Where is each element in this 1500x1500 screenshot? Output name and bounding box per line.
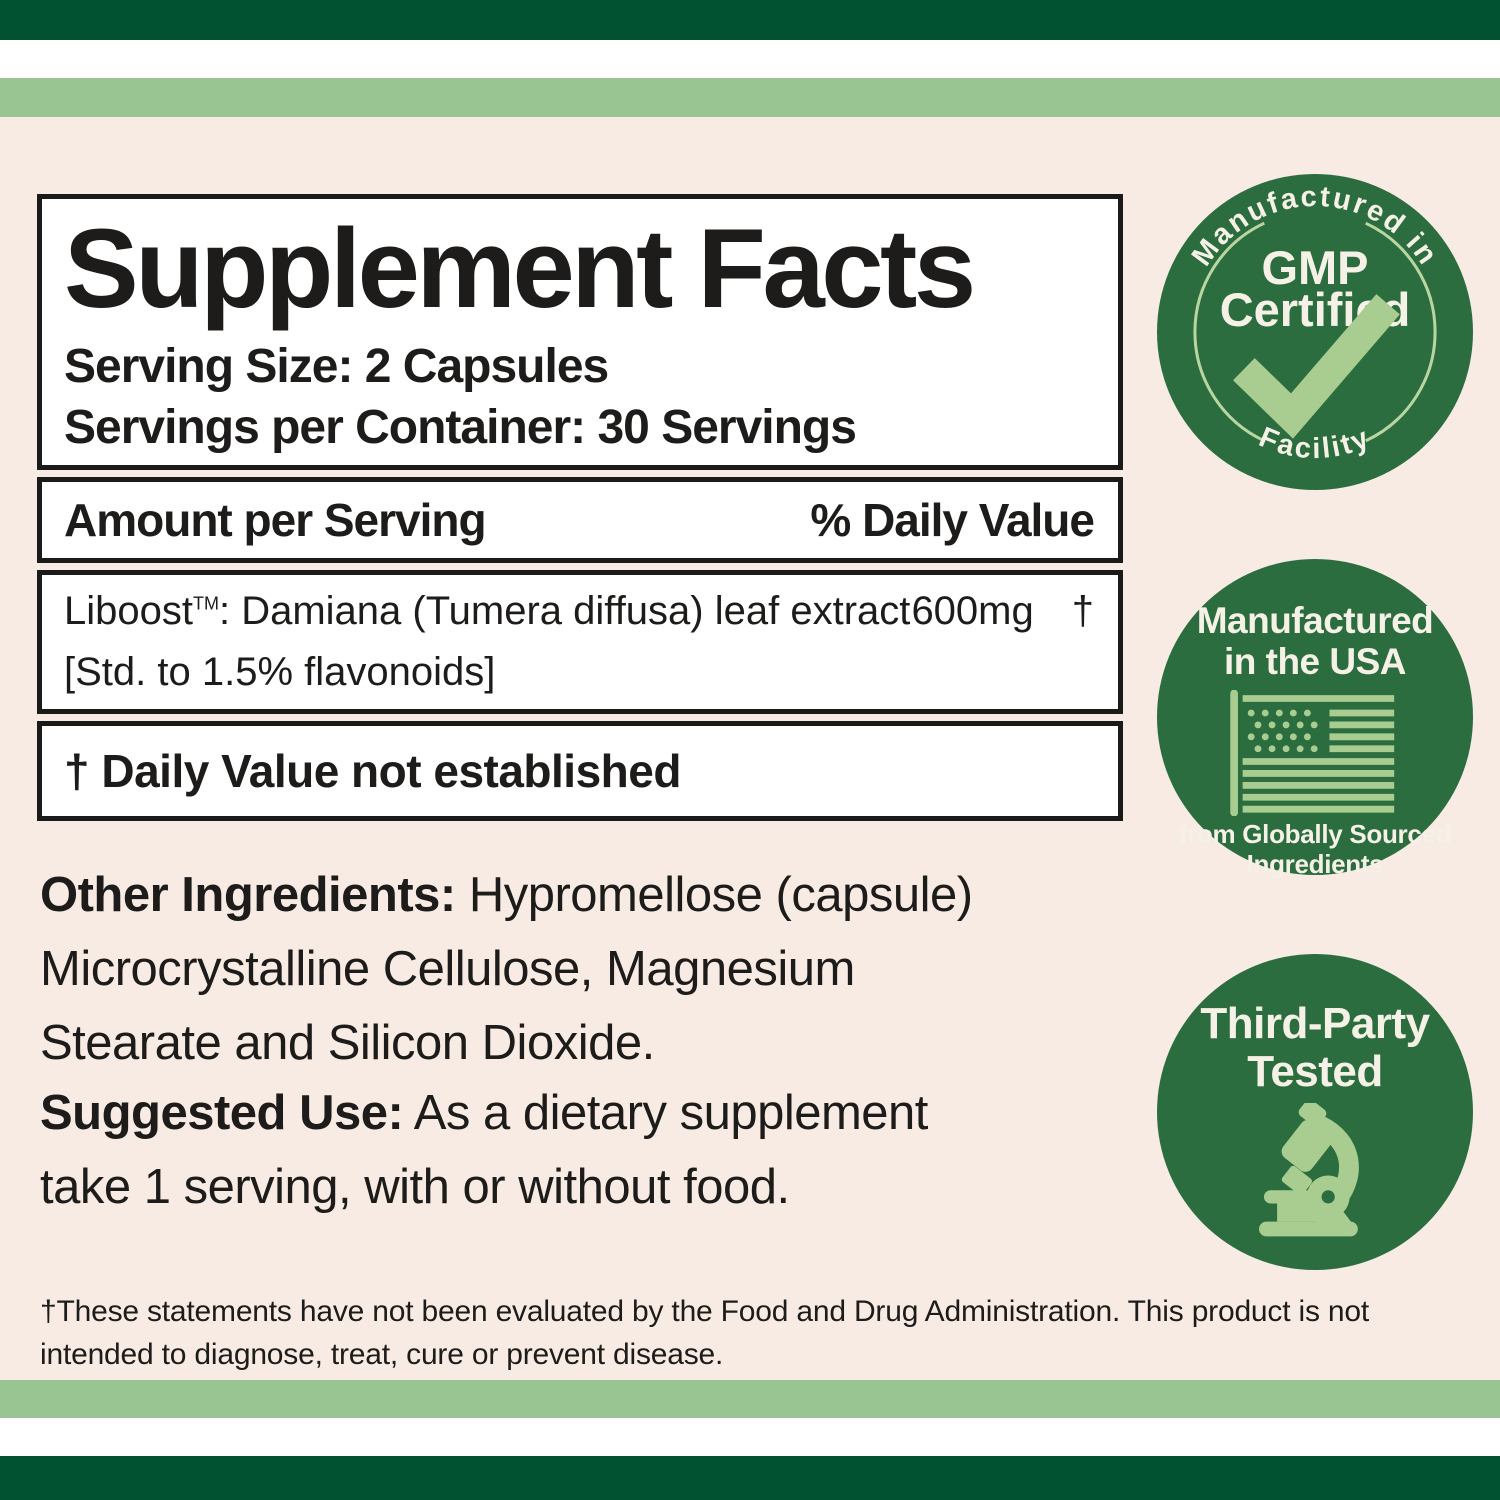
left-arc-line (1193, 221, 1265, 443)
gmp-badge-graphic: Manufactured in Facility GMP Certified (1186, 181, 1442, 466)
usa-badge-sub-line2: Ingredients (1246, 849, 1384, 880)
serving-size: Serving Size: 2 Capsules (64, 340, 609, 394)
check-icon (1233, 294, 1400, 439)
usa-badge-sub-line1: from Globally Sourced (1178, 819, 1452, 850)
usa-badge-title-line1: Manufactured (1196, 600, 1434, 641)
top-white-bar (0, 40, 1500, 78)
top-light-green-bar (0, 78, 1500, 117)
servings-per-container: Servings per Container: 30 Servings (64, 401, 857, 455)
suggested-use-label: Suggested Use: (40, 1086, 404, 1140)
amount-per-serving-header: Amount per Serving (64, 494, 487, 546)
daily-value-header: % Daily Value (810, 494, 1095, 546)
panel-header-box: Supplement Facts Serving Size: 2 Capsule… (37, 194, 1123, 470)
other-ingredients-label: Other Ingredients: (40, 868, 456, 922)
gmp-certified-badge: Manufactured in Facility GMP Certified (1157, 174, 1473, 490)
fda-disclaimer: †These statements have not been evaluate… (40, 1295, 1369, 1371)
usa-badge-title-line2: in the USA (1223, 640, 1407, 682)
top-dark-green-bar (0, 0, 1500, 40)
right-arc-line (1365, 221, 1437, 443)
ingredient-amount: 600mg (911, 589, 1034, 633)
third-party-tested-badge: Third-Party Tested (1157, 954, 1473, 1270)
svg-text:Facility: Facility (1254, 421, 1375, 465)
microscope-icon (1259, 1099, 1359, 1237)
footnote-box: † Daily Value not established (37, 721, 1123, 821)
supplement-facts-panel: Supplement Facts Serving Size: 2 Capsule… (37, 194, 1123, 821)
panel-title: Supplement Facts (64, 206, 976, 331)
bottom-dark-green-bar (0, 1456, 1500, 1500)
bottom-white-bar (0, 1418, 1500, 1456)
tested-badge-title-line1: Third-Party (1200, 999, 1430, 1048)
daily-value-footnote: † Daily Value not established (64, 745, 681, 797)
bottom-light-green-bar (0, 1380, 1500, 1418)
ingredient-name: LiboostTM: Damiana (Tumera diffusa) leaf… (64, 589, 911, 633)
ingredient-box: LiboostTM: Damiana (Tumera diffusa) leaf… (37, 570, 1123, 714)
arc-label-facility: Facility (1254, 421, 1373, 465)
ingredient-row: LiboostTM: Damiana (Tumera diffusa) leaf… (64, 589, 1094, 634)
amount-header-box: Amount per Serving % Daily Value (37, 477, 1123, 563)
usa-flag-icon (1230, 689, 1395, 817)
tested-badge-title-line2: Tested (1247, 1047, 1383, 1097)
ingredient-dv-symbol: † (1071, 589, 1094, 633)
ingredient-standardization-note: [Std. to 1.5% flavonoids] (64, 650, 496, 694)
suggested-use-text: Suggested Use: As a dietary supplement t… (40, 1086, 928, 1214)
made-in-usa-badge: Manufactured in the USA (1157, 559, 1473, 879)
gmp-label: GMP (1261, 241, 1368, 294)
other-ingredients-text: Other Ingredients: Hypromellose (capsule… (40, 868, 973, 1070)
